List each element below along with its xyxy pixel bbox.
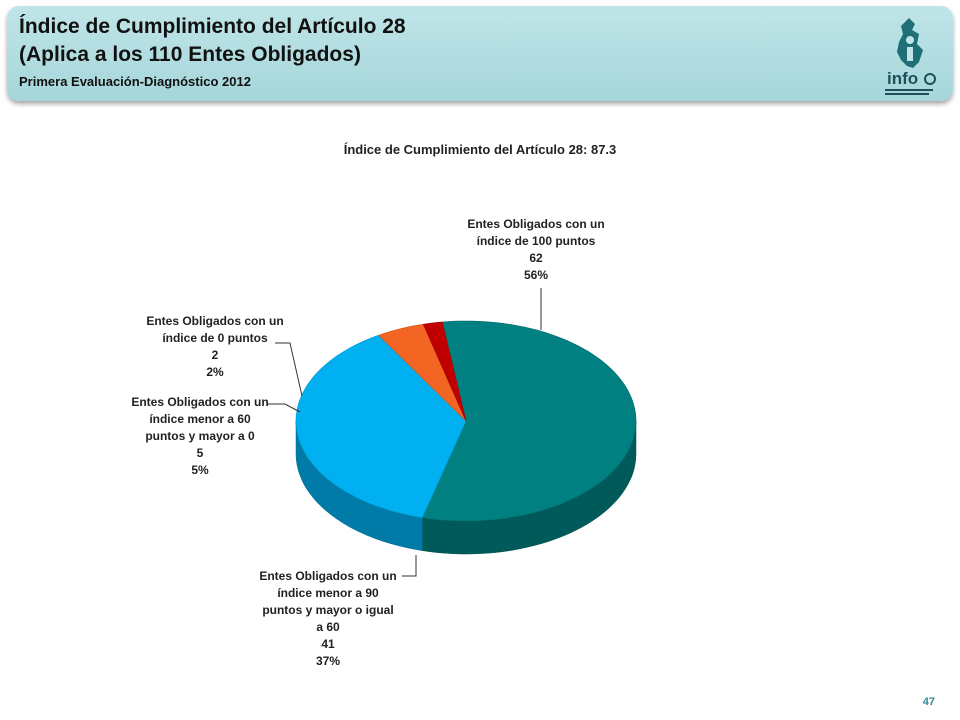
slice-percent: 5% xyxy=(191,463,209,477)
slice-label-text: puntos y mayor o igual xyxy=(262,603,394,617)
slice-label-text: a 60 xyxy=(316,620,340,634)
slice-label-2: Entes Obligados con un índice menor a 60 p… xyxy=(110,394,290,479)
slice-label-text: índice menor a 60 xyxy=(149,412,251,426)
chart-title: Índice de Cumplimiento del Artículo 28: … xyxy=(343,142,617,157)
slide-subtitle: Primera Evaluación-Diagnóstico 2012 xyxy=(19,74,251,89)
slice-value: 62 xyxy=(529,251,543,265)
slide-header: Índice de Cumplimiento del Artículo 28 (… xyxy=(7,6,953,101)
slice-value: 2 xyxy=(211,348,219,362)
slice-label-text: Entes Obligados con un xyxy=(146,314,284,328)
slice-label-text: Entes Obligados con un xyxy=(131,395,269,409)
leader-line-3 xyxy=(275,342,303,397)
slide-title-line-2: (Aplica a los 110 Entes Obligados) xyxy=(19,43,361,66)
pie-slice-3 xyxy=(422,321,467,422)
slice-label-text: índice de 0 puntos xyxy=(162,331,268,345)
slice-percent: 56% xyxy=(523,268,549,282)
leader-line-1 xyxy=(402,555,417,577)
leader-line-2 xyxy=(268,403,301,413)
pie-slice-0 xyxy=(421,320,637,522)
slice-label-text: puntos y mayor a 0 xyxy=(145,429,255,443)
pie-slice-2 xyxy=(378,323,467,422)
page-number: 47 xyxy=(922,696,935,708)
slice-value: 41 xyxy=(321,637,335,651)
slice-value: 5 xyxy=(196,446,204,460)
slice-percent: 2% xyxy=(206,365,224,379)
slice-label-0: Entes Obligados con un índice de 100 punt… xyxy=(446,216,626,284)
slice-label-text: Entes Obligados con un xyxy=(467,217,605,231)
slice-percent: 37% xyxy=(315,654,341,668)
slice-label-1: Entes Obligados con un índice menor a 90 p… xyxy=(238,568,418,670)
slice-label-text: índice menor a 90 xyxy=(277,586,379,600)
info-logo-text: info xyxy=(887,69,918,88)
slice-label-3: Entes Obligados con un índice de 0 puntos… xyxy=(125,313,305,381)
slice-label-text: Entes Obligados con un xyxy=(259,569,397,583)
info-logo-icon: info xyxy=(885,18,936,95)
slice-label-text: índice de 100 puntos xyxy=(476,234,596,248)
slide-title-line-1: Índice de Cumplimiento del Artículo 28 xyxy=(19,15,406,38)
pie-slice-1 xyxy=(295,334,467,518)
